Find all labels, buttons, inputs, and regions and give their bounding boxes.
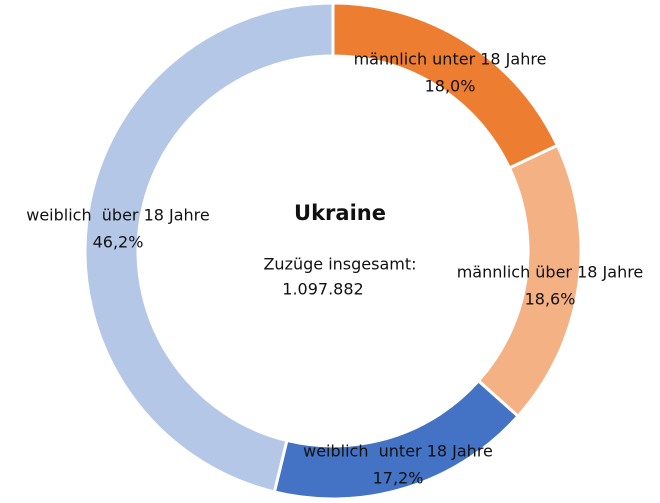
segment-label: weiblich unter 18 Jahre bbox=[303, 442, 493, 461]
segment-label: männlich unter 18 Jahre bbox=[354, 50, 547, 69]
chart-title: Ukraine bbox=[294, 201, 386, 225]
segment-label: männlich über 18 Jahre bbox=[457, 263, 644, 282]
donut-segment bbox=[83, 1, 335, 494]
value-label: 18,0% bbox=[425, 77, 476, 96]
chart-subtitle: Zuzüge insgesamt: bbox=[263, 255, 416, 274]
total-label: 1.097.882 bbox=[282, 280, 363, 299]
value-label: 17,2% bbox=[373, 469, 424, 488]
value-label: 18,6% bbox=[525, 290, 576, 309]
segment-label: weiblich über 18 Jahre bbox=[26, 206, 210, 225]
value-label: 46,2% bbox=[93, 233, 144, 252]
